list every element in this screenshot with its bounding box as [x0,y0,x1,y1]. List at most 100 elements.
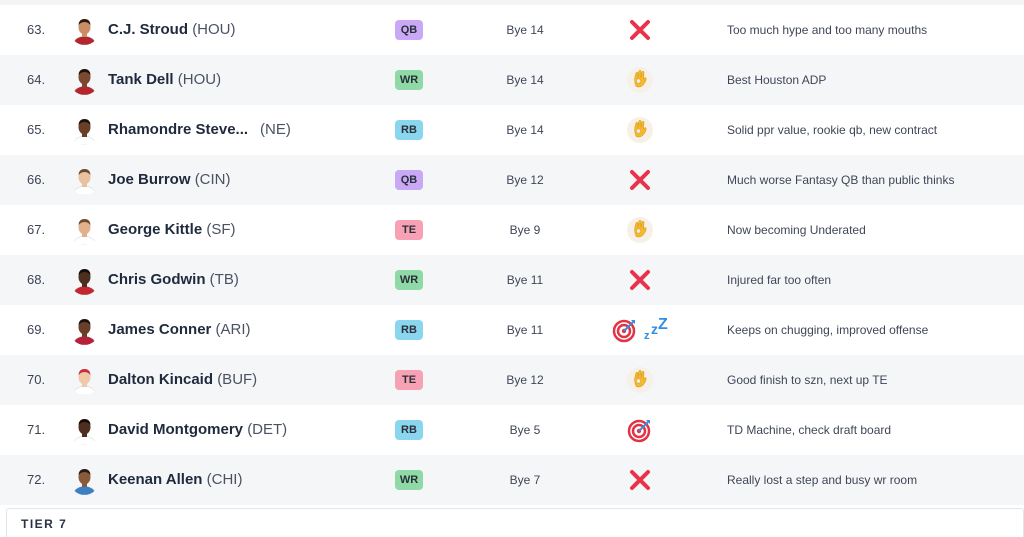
player-avatar [70,216,99,245]
tier-header[interactable]: TIER 7 [6,508,1024,537]
verdict-icons [600,215,680,245]
table-row[interactable]: 72. Keenan Allen (CHI) WR Bye 7 Really l… [0,455,1024,505]
player-note: Much worse Fantasy QB than public thinks [727,173,955,187]
table-row[interactable]: 66. Joe Burrow (CIN) QB Bye 12 Much wors… [0,155,1024,205]
player-team: (SF) [206,221,236,238]
player-name-cell[interactable]: Chris Godwin (TB) [108,255,239,305]
table-row[interactable]: 68. Chris Godwin (TB) WR Bye 11 Injured … [0,255,1024,305]
position-badge: WR [395,70,423,90]
player-name[interactable]: David Montgomery [108,421,244,438]
player-name[interactable]: Rhamondre Steve... [108,121,249,138]
verdict-icons [600,15,680,45]
rank-number: 65. [27,122,46,137]
rank-number: 64. [27,72,46,87]
player-name[interactable]: James Conner [108,321,212,338]
table-row[interactable]: 69. James Conner (ARI) RB Bye 11 z z Z K… [0,305,1024,355]
tier-label: TIER 7 [21,517,68,531]
position-badge: TE [395,370,423,390]
player-team: (CIN) [194,171,231,188]
verdict-icons [600,365,680,395]
player-avatar [70,66,99,95]
x-icon [626,466,654,494]
target-icon [626,416,654,444]
player-name[interactable]: Chris Godwin [108,271,206,288]
position-badge: RB [395,120,423,140]
table-row[interactable]: 64. Tank Dell (HOU) WR Bye 14 Best Houst… [0,55,1024,105]
table-row[interactable]: 63. C.J. Stroud (HOU) QB Bye 14 Too much… [0,5,1024,55]
verdict-icons [600,465,680,495]
table-row[interactable]: 71. David Montgomery (DET) RB Bye 5 TD M… [0,405,1024,455]
position-badge: RB [395,420,423,440]
player-note: TD Machine, check draft board [727,423,892,437]
rank-number: 71. [27,422,46,437]
verdict-icons [600,115,680,145]
table-row[interactable]: 70. Dalton Kincaid (BUF) TE Bye 12 Good … [0,355,1024,405]
bye-week: Bye 11 [506,323,544,337]
player-avatar [70,166,99,195]
top-divider [0,0,1024,5]
player-name-cell[interactable]: Tank Dell (HOU) [108,55,221,105]
player-team: (NE) [260,121,291,138]
player-note: Keeps on chugging, improved offense [727,323,929,337]
player-name-cell[interactable]: David Montgomery (DET) [108,405,287,455]
verdict-icons [600,65,680,95]
player-name[interactable]: Dalton Kincaid [108,371,214,388]
player-name-cell[interactable]: C.J. Stroud (HOU) [108,5,236,55]
ok-hand-icon [626,66,654,94]
player-note: Injured far too often [727,273,832,287]
target-icon [611,316,639,344]
player-avatar [70,266,99,295]
position-badge: WR [395,470,423,490]
player-name[interactable]: Joe Burrow [108,171,191,188]
player-avatar [70,466,99,495]
position-badge: QB [395,20,423,40]
table-row[interactable]: 65. Rhamondre Steve... (NE) RB Bye 14 Sol… [0,105,1024,155]
verdict-icons [600,415,680,445]
position-badge: QB [395,170,423,190]
position-badge: TE [395,220,423,240]
rank-number: 66. [27,172,46,187]
bye-week: Bye 12 [506,173,544,187]
player-avatar [70,416,99,445]
player-name-cell[interactable]: Rhamondre Steve... (NE) [108,105,291,155]
player-name-cell[interactable]: James Conner (ARI) [108,305,251,355]
player-team: (BUF) [217,371,258,388]
player-name[interactable]: George Kittle [108,221,203,238]
player-name-cell[interactable]: Dalton Kincaid (BUF) [108,355,257,405]
position-badge: WR [395,270,423,290]
player-note: Solid ppr value, rookie qb, new contract [727,123,938,137]
bye-week: Bye 9 [509,223,541,237]
player-team: (HOU) [192,21,236,38]
player-team: (DET) [247,421,288,438]
player-avatar [70,116,99,145]
player-note: Best Houston ADP [727,73,827,87]
player-note: Good finish to szn, next up TE [727,373,888,387]
player-note: Too much hype and too many mouths [727,23,928,37]
player-name-cell[interactable]: Joe Burrow (CIN) [108,155,231,205]
x-icon [626,16,654,44]
player-name[interactable]: C.J. Stroud [108,21,189,38]
table-row[interactable]: 67. George Kittle (SF) TE Bye 9 Now beco… [0,205,1024,255]
rank-number: 72. [27,472,46,487]
svg-text:Z: Z [658,316,668,333]
svg-text:z: z [644,330,650,342]
player-name-cell[interactable]: Keenan Allen (CHI) [108,455,242,505]
verdict-icons: z z Z [600,315,680,345]
player-note: Now becoming Underated [727,223,866,237]
rank-number: 67. [27,222,46,237]
player-team: (HOU) [177,71,222,88]
bye-week: Bye 7 [509,473,541,487]
rank-number: 70. [27,372,46,387]
position-badge: RB [395,320,423,340]
bye-week: Bye 14 [506,123,544,137]
player-avatar [70,316,99,345]
player-name[interactable]: Tank Dell [108,71,174,88]
player-name-cell[interactable]: George Kittle (SF) [108,205,236,255]
player-name[interactable]: Keenan Allen [108,471,203,488]
bye-week: Bye 14 [506,23,544,37]
player-team: (CHI) [206,471,243,488]
player-team: (ARI) [215,321,251,338]
svg-text:z: z [651,321,658,337]
player-team: (TB) [209,271,239,288]
ok-hand-icon [626,216,654,244]
